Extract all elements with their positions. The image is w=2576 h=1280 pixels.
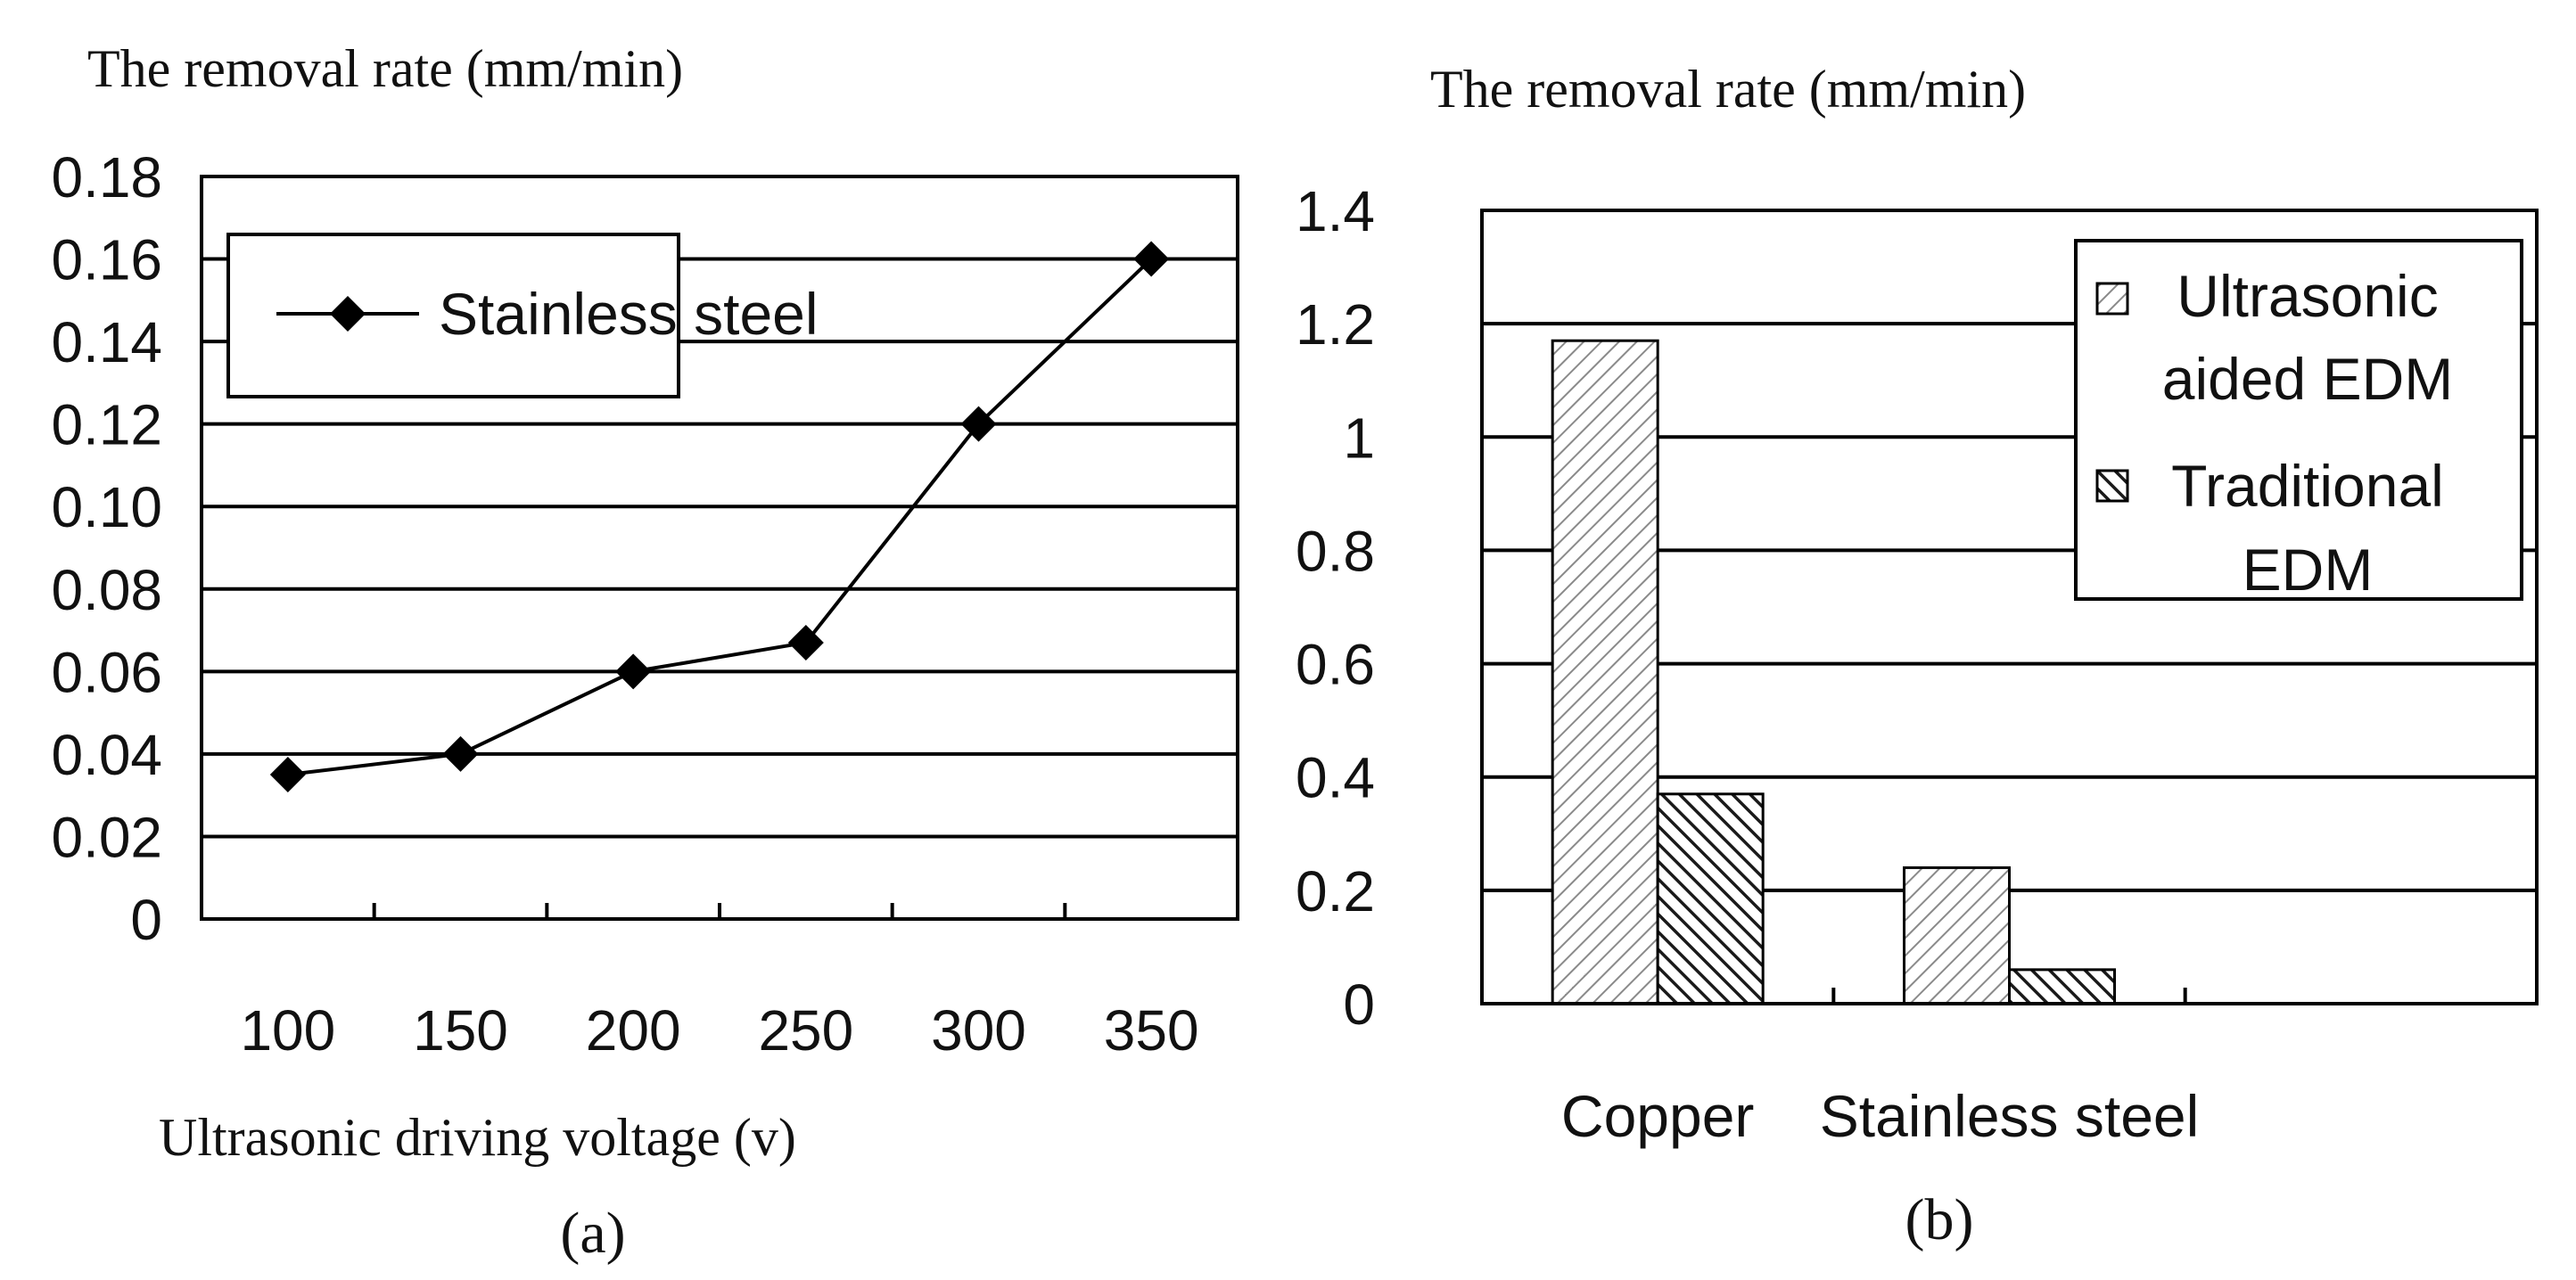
chart-a-legend-label: Stainless steel xyxy=(439,281,819,347)
chart-a-legend: Stainless steel xyxy=(226,233,819,398)
chart-b-y-tick-label: 1.4 xyxy=(1296,179,1375,243)
chart-a-y-tick-label: 0.10 xyxy=(51,475,162,539)
panel-label-a: (a) xyxy=(560,1201,625,1266)
chart-a-x-tick-label: 150 xyxy=(413,998,508,1063)
chart-a-x-axis-label: Ultrasonic driving voltage (v) xyxy=(159,1108,796,1167)
chart-a-x-tick-label: 200 xyxy=(586,998,681,1063)
chart-a-y-tick-label: 0.06 xyxy=(51,640,162,704)
chart-b-y-tick-label: 0.6 xyxy=(1296,633,1375,697)
chart-a-data-point xyxy=(615,653,652,690)
chart-a-y-tick-label: 0.14 xyxy=(51,310,162,374)
chart-b-legend-label-ultrasonic-line2: aided EDM xyxy=(2162,346,2454,412)
chart-a-legend-marker-icon xyxy=(330,296,366,332)
chart-b-y-tick-labels: 0 0.2 0.4 0.6 0.8 1 1.2 1.4 xyxy=(1296,179,1375,1037)
chart-b-legend-box xyxy=(2074,239,2523,601)
chart-b-x-tick-labels: Copper Stainless steel xyxy=(1561,1083,2199,1149)
chart-b-legend-label-traditional-line2: EDM xyxy=(2243,537,2374,603)
chart-a-data-point xyxy=(787,624,824,661)
chart-a-y-tick-label: 0 xyxy=(130,888,162,952)
chart-a-data-point xyxy=(269,757,306,793)
chart-b-y-tick-label: 0.2 xyxy=(1296,859,1375,923)
chart-b-x-tick-label: Stainless steel xyxy=(1820,1083,2200,1149)
chart-b-y-tick-label: 0.8 xyxy=(1296,519,1375,583)
chart-b-bar-traditional xyxy=(1656,792,1765,1005)
chart-a-y-tick-label: 0.08 xyxy=(51,558,162,622)
chart-b-x-axis-ticks xyxy=(1831,988,2187,1004)
chart-a-series-line xyxy=(287,258,1153,777)
chart-a-x-tick-label: 300 xyxy=(931,998,1026,1063)
chart-a-series-stainless-steel xyxy=(269,241,1170,793)
chart-a-y-tick-label: 0.02 xyxy=(51,805,162,869)
chart-a-y-tick-label: 0.04 xyxy=(51,723,162,787)
chart-a-data-point xyxy=(442,735,479,772)
chart-a-x-tick-label: 250 xyxy=(758,998,853,1063)
chart-a-y-tick-label: 0.12 xyxy=(51,393,162,457)
chart-b-legend-label-ultrasonic-line1: Ultrasonic xyxy=(2177,263,2438,329)
chart-b-bar-traditional xyxy=(2008,968,2116,1005)
chart-b-bars xyxy=(1551,339,2116,1005)
chart-a-data-point xyxy=(960,406,997,442)
chart-a-y-tick-labels: 0 0.02 0.04 0.06 0.08 0.10 0.12 0.14 0.16 0.18 xyxy=(51,145,162,952)
chart-a-title: The removal rate (mm/min) xyxy=(87,39,683,98)
chart-b-legend-swatch-ultrasonic xyxy=(2095,282,2129,316)
chart-b-y-tick-label: 1.2 xyxy=(1296,292,1375,357)
chart-a-x-tick-label: 100 xyxy=(240,998,335,1063)
chart-b-legend-swatch-traditional xyxy=(2095,469,2129,503)
chart-b-y-tick-label: 0 xyxy=(1343,972,1375,1037)
chart-panel-b: The removal rate (mm/min) 0 0.2 0.4 0.6 0.8 1… xyxy=(1296,60,2539,1252)
chart-b-bar-ultrasonic xyxy=(1551,339,1659,1005)
chart-a-y-tick-label: 0.18 xyxy=(51,145,162,209)
chart-b-legend: Ultrasonic aided EDM Traditional EDM xyxy=(2074,239,2523,603)
chart-a-x-tick-label: 350 xyxy=(1104,998,1199,1063)
chart-a-markers xyxy=(269,241,1170,793)
chart-b-y-tick-label: 0.4 xyxy=(1296,746,1375,810)
chart-b-legend-label-traditional-line1: Traditional xyxy=(2171,453,2444,519)
chart-a-x-axis-ticks xyxy=(372,903,1067,919)
chart-a-y-tick-label: 0.16 xyxy=(51,228,162,292)
chart-panel-a: The removal rate (mm/min) 00.020.040.060… xyxy=(51,39,1239,1266)
chart-b-plot-frame xyxy=(1480,209,2539,1005)
chart-b-title: The removal rate (mm/min) xyxy=(1430,60,2026,119)
chart-a-x-tick-labels: 100 150 200 250 300 350 xyxy=(240,998,1198,1063)
chart-a-data-point xyxy=(1133,241,1170,277)
panel-label-b: (b) xyxy=(1905,1187,1974,1252)
chart-b-y-tick-label: 1 xyxy=(1343,406,1375,470)
chart-b-x-tick-label: Copper xyxy=(1561,1083,1754,1149)
chart-b-bar-ultrasonic xyxy=(1903,866,2011,1005)
